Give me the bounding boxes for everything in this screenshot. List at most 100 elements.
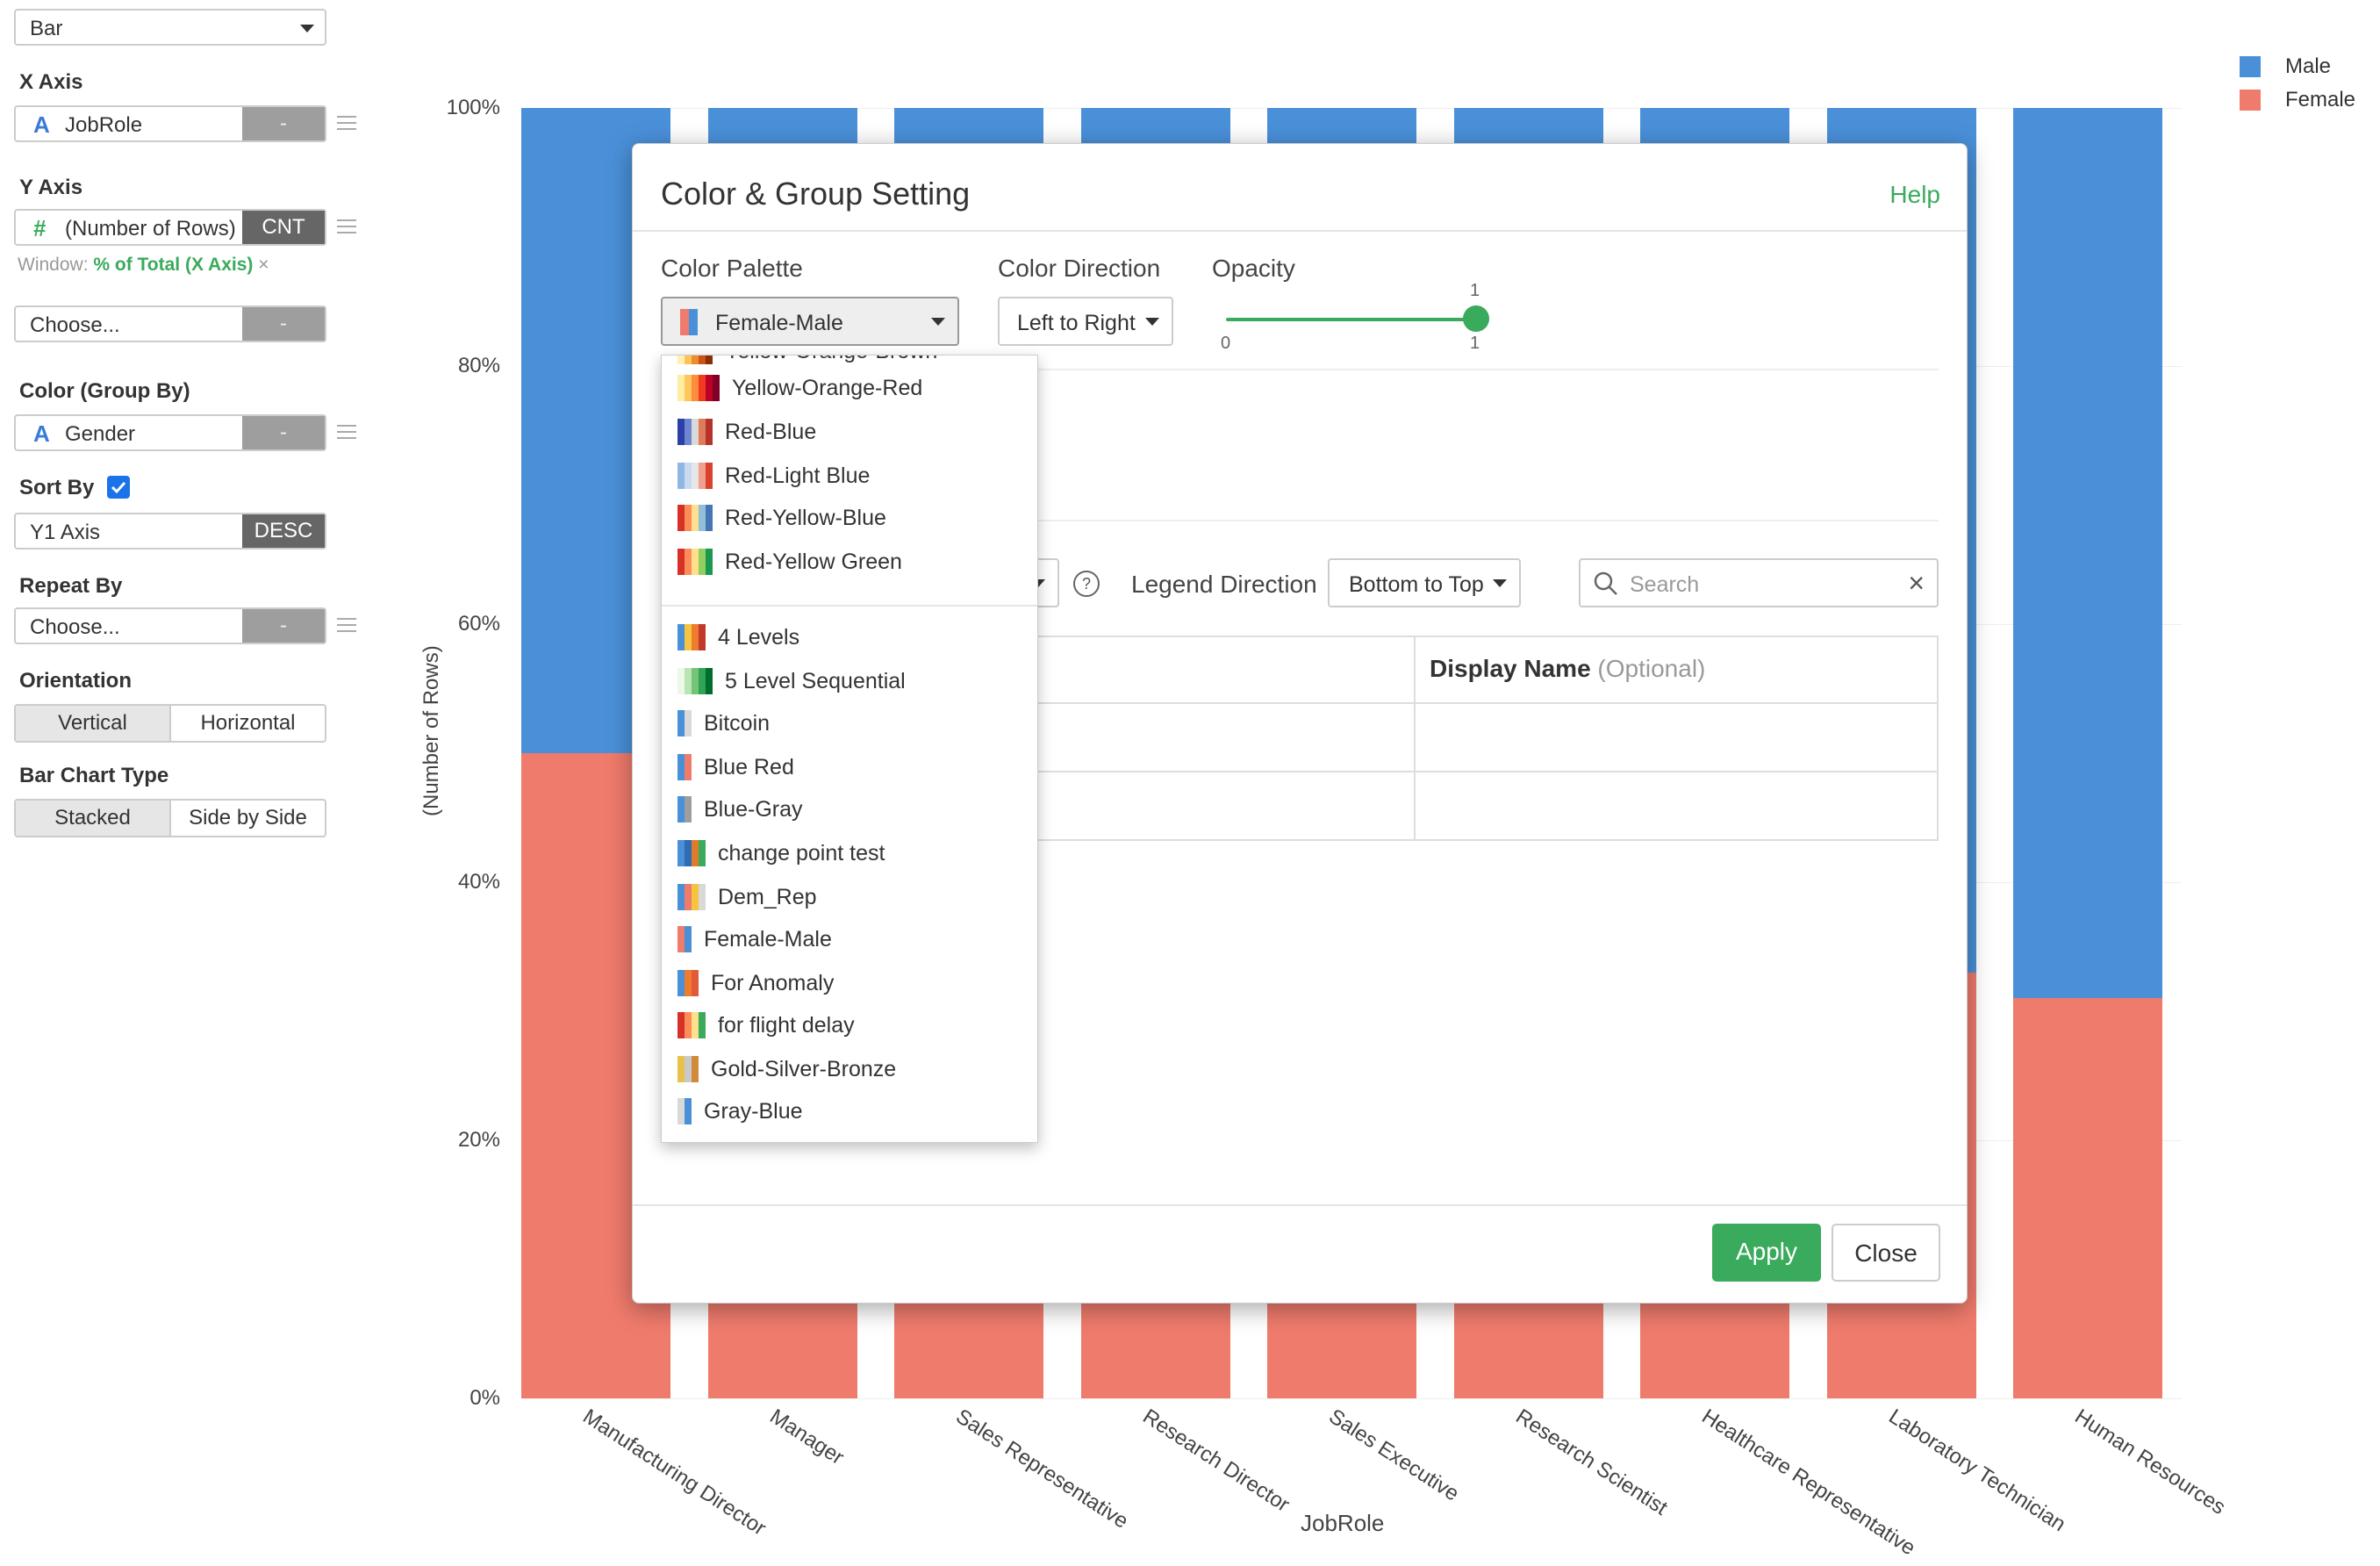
sort-order-button[interactable]: DESC xyxy=(242,514,325,548)
palette-swatch xyxy=(677,463,713,489)
sort-field[interactable]: Y1 Axis DESC xyxy=(14,513,326,550)
number-type-icon: # xyxy=(33,215,47,241)
orientation-horizontal[interactable]: Horizontal xyxy=(169,706,325,741)
close-button[interactable]: Close xyxy=(1832,1224,1940,1282)
clear-search-icon[interactable]: × xyxy=(1908,567,1925,599)
palette-option[interactable]: Red-Yellow Green xyxy=(677,549,902,575)
palette-value: Female-Male xyxy=(715,311,843,335)
color-palette-label: Color Palette xyxy=(661,255,803,282)
palette-swatch xyxy=(677,796,692,823)
question-circle-icon[interactable]: ? xyxy=(1073,571,1100,597)
chart-type-select[interactable]: Bar xyxy=(14,9,326,46)
y2-axis-field[interactable]: Choose... - xyxy=(14,305,326,342)
palette-option[interactable]: Red-Blue xyxy=(677,419,816,445)
palette-option[interactable]: change point test xyxy=(677,840,885,866)
y2-placeholder: Choose... xyxy=(30,313,120,337)
palette-option[interactable]: Dem_Rep xyxy=(677,884,817,910)
y-axis-menu-icon[interactable] xyxy=(337,219,356,233)
x-axis-aggregation-button[interactable]: - xyxy=(242,107,325,140)
palette-option[interactable]: Gold-Silver-Bronze xyxy=(677,1056,896,1082)
x-tick-label: Sales Representative xyxy=(951,1404,1133,1534)
palette-option[interactable]: Female-Male xyxy=(677,926,832,952)
palette-option[interactable]: Red-Yellow-Blue xyxy=(677,505,886,531)
apply-button[interactable]: Apply xyxy=(1712,1224,1821,1282)
repeat-menu-icon[interactable] xyxy=(337,618,356,632)
window-value[interactable]: % of Total (X Axis) xyxy=(93,255,254,275)
palette-option[interactable]: for flight delay xyxy=(677,1012,855,1038)
color-direction-select[interactable]: Left to Right xyxy=(998,297,1173,346)
palette-swatch xyxy=(677,505,713,531)
opacity-slider[interactable] xyxy=(1226,318,1477,321)
bar-female[interactable] xyxy=(2013,998,2162,1398)
palette-option[interactable]: Yellow-Orange-Red xyxy=(677,375,922,401)
palette-option[interactable]: Blue-Gray xyxy=(677,796,803,823)
y-tick-label: 100% xyxy=(446,96,500,119)
palette-option[interactable]: Red-Light Blue xyxy=(677,463,870,489)
x-tick-label: Sales Executive xyxy=(1324,1404,1464,1506)
y-axis-aggregation-button[interactable]: CNT xyxy=(242,211,325,244)
display-name-header: Display Name (Optional) xyxy=(1430,655,1705,683)
palette-swatch xyxy=(677,668,713,694)
y2-aggregation-button[interactable]: - xyxy=(242,307,325,341)
palette-option-label: Female-Male xyxy=(704,926,832,952)
color-group-label: Color (Group By) xyxy=(19,379,190,403)
y-axis-field[interactable]: # (Number of Rows) CNT xyxy=(14,209,326,246)
y-tick-label: 80% xyxy=(457,354,500,377)
x-axis-field[interactable]: A JobRole - xyxy=(14,105,326,142)
search-input[interactable]: Search × xyxy=(1579,558,1939,607)
palette-option[interactable]: Gray-Blue xyxy=(677,1098,803,1124)
palette-swatch xyxy=(677,356,713,364)
display-name-header-label: Display Name xyxy=(1430,655,1591,682)
palette-swatch xyxy=(677,754,692,780)
palette-option-label: Red-Yellow Green xyxy=(725,549,902,574)
palette-option[interactable]: Yellow-Orange-Brown xyxy=(677,356,937,364)
color-field[interactable]: A Gender - xyxy=(14,414,326,451)
window-prefix: Window: xyxy=(18,255,89,275)
question-mark: ? xyxy=(1081,575,1091,593)
orientation-vertical[interactable]: Vertical xyxy=(16,706,169,741)
palette-option-label: Blue-Gray xyxy=(704,796,803,822)
bar-male[interactable] xyxy=(2013,108,2162,999)
x-axis-menu-icon[interactable] xyxy=(337,116,356,130)
legend-swatch xyxy=(2240,56,2261,77)
palette-option-label: for flight delay xyxy=(718,1012,855,1038)
palette-option-label: Yellow-Orange-Brown xyxy=(725,356,937,364)
palette-swatch xyxy=(677,624,706,650)
palette-swatch xyxy=(677,710,692,736)
palette-swatch xyxy=(677,1098,692,1124)
x-tick-label: Research Scientist xyxy=(1510,1404,1672,1520)
bar-chart-type-label: Bar Chart Type xyxy=(19,764,169,787)
window-remove-icon[interactable]: × xyxy=(258,255,269,275)
repeat-field[interactable]: Choose... - xyxy=(14,607,326,644)
palette-option[interactable]: Blue Red xyxy=(677,754,794,780)
window-calculation: Window: % of Total (X Axis) × xyxy=(18,255,269,276)
bar-type-side-by-side[interactable]: Side by Side xyxy=(169,801,325,836)
group-table: Display Name (Optional) xyxy=(661,636,1939,841)
legend-direction-value: Bottom to Top xyxy=(1349,572,1484,597)
sort-field-name: Y1 Axis xyxy=(30,521,101,544)
header-divider xyxy=(633,230,1967,232)
string-type-icon: A xyxy=(33,111,50,138)
sort-by-checkbox[interactable] xyxy=(107,476,130,499)
orientation-toggle: Vertical Horizontal xyxy=(14,704,326,743)
palette-option[interactable]: 4 Levels xyxy=(677,624,799,650)
color-menu-icon[interactable] xyxy=(337,425,356,439)
legend-direction-select[interactable]: Bottom to Top xyxy=(1328,558,1521,607)
palette-option[interactable]: For Anomaly xyxy=(677,970,834,996)
opacity-label: Opacity xyxy=(1212,255,1295,282)
help-link[interactable]: Help xyxy=(1889,181,1940,208)
bar-type-stacked[interactable]: Stacked xyxy=(16,801,169,836)
string-type-icon: A xyxy=(33,420,50,447)
repeat-aggregation-button[interactable]: - xyxy=(242,609,325,643)
y-axis-label: Y Axis xyxy=(19,176,83,199)
palette-option-label: Blue Red xyxy=(704,754,794,779)
opacity-slider-handle[interactable] xyxy=(1463,305,1489,332)
palette-option[interactable]: Bitcoin xyxy=(677,710,770,736)
palette-option[interactable]: 5 Level Sequential xyxy=(677,668,906,694)
x-tick-label: Manager xyxy=(764,1404,848,1470)
palette-option-label: Bitcoin xyxy=(704,710,771,736)
x-axis-title: JobRole xyxy=(1301,1510,1385,1536)
color-palette-select[interactable]: Female-Male xyxy=(661,297,959,346)
color-aggregation-button[interactable]: - xyxy=(242,416,325,449)
section-divider xyxy=(661,520,1939,521)
